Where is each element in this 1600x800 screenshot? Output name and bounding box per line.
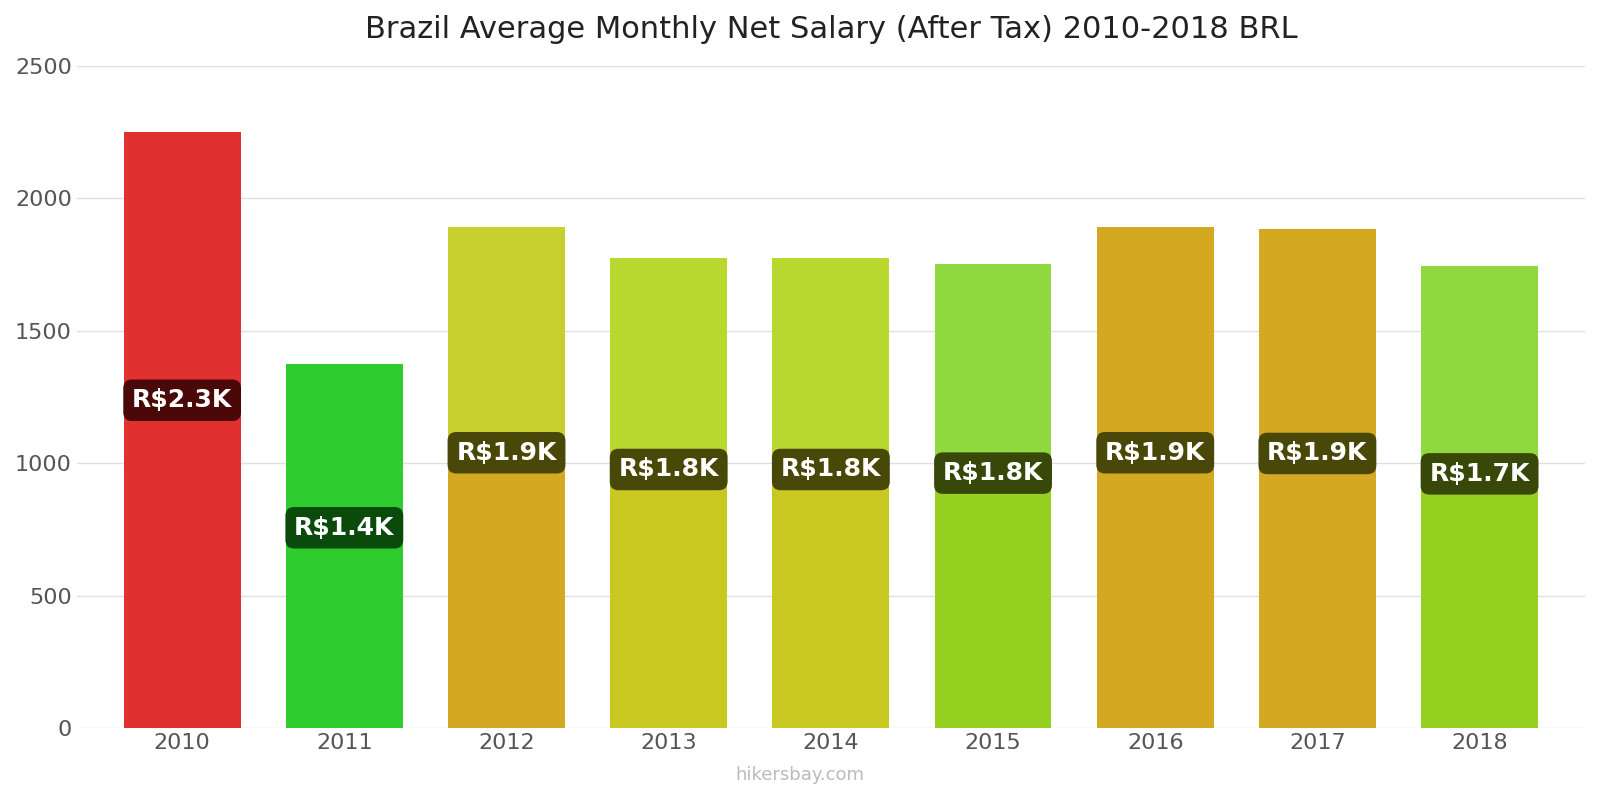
Text: R$1.8K: R$1.8K [619,458,718,482]
Text: R$2.3K: R$2.3K [133,388,232,412]
Text: R$1.9K: R$1.9K [456,441,557,465]
Text: R$1.8K: R$1.8K [781,458,882,482]
Text: hikersbay.com: hikersbay.com [736,766,864,784]
Bar [934,463,1051,728]
Bar [1421,463,1538,728]
Bar [448,463,565,728]
Bar [123,132,240,728]
Bar [934,265,1051,463]
Text: R$1.4K: R$1.4K [294,516,395,540]
Text: R$1.9K: R$1.9K [1267,442,1368,466]
Bar [773,258,890,463]
Bar [773,463,890,728]
Bar [1259,229,1376,463]
Text: R$1.9K: R$1.9K [1106,441,1205,465]
Bar [610,463,726,728]
Text: R$1.8K: R$1.8K [942,461,1043,485]
Text: R$1.7K: R$1.7K [1429,462,1530,486]
Bar [610,258,726,463]
Bar [1421,266,1538,463]
Title: Brazil Average Monthly Net Salary (After Tax) 2010-2018 BRL: Brazil Average Monthly Net Salary (After… [365,15,1298,44]
Bar [286,364,403,728]
Bar [1098,227,1214,463]
Bar [1098,463,1214,728]
Bar [1259,463,1376,728]
Bar [448,227,565,463]
